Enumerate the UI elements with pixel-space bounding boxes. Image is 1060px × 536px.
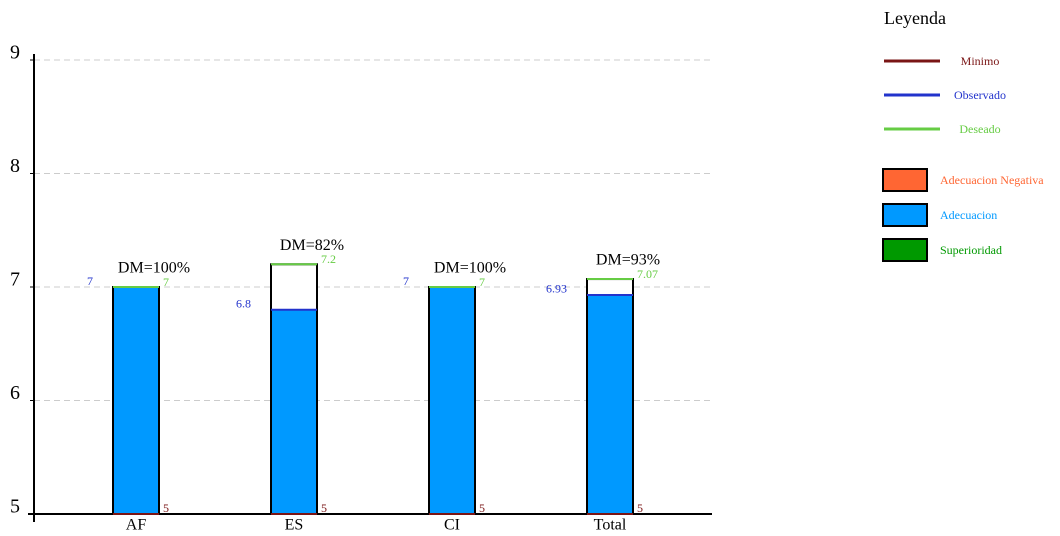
bar — [114, 287, 158, 514]
dm-label: DM=93% — [596, 252, 660, 269]
dm-label: DM=100% — [434, 260, 506, 277]
desired-label: 7.07 — [637, 267, 658, 281]
legend-label: Deseado — [959, 122, 1000, 136]
observed-label: 6.93 — [546, 282, 567, 296]
minimum-label: 5 — [163, 501, 169, 515]
desired-label: 7 — [479, 275, 485, 289]
y-tick-label: 9 — [10, 42, 20, 64]
y-tick-label: 7 — [10, 269, 20, 291]
observed-label: 6.8 — [236, 296, 251, 310]
x-tick-label: CI — [444, 517, 460, 534]
dm-label: DM=82% — [280, 237, 344, 254]
legend-label: Adecuacion — [940, 208, 997, 222]
dm-label: DM=100% — [118, 260, 190, 277]
y-tick-label: 8 — [10, 155, 20, 177]
legend-swatch — [882, 168, 928, 192]
legend-swatch — [882, 238, 928, 262]
y-tick-label: 6 — [10, 382, 20, 404]
desired-label: 7.2 — [321, 252, 336, 266]
minimum-label: 5 — [637, 501, 643, 515]
x-tick-label: ES — [285, 517, 304, 534]
observed-label: 7 — [87, 274, 93, 288]
desired-label: 7 — [163, 275, 169, 289]
minimum-label: 5 — [479, 501, 485, 515]
bar — [588, 294, 632, 514]
legend-label: Minimo — [961, 54, 1000, 68]
observed-label: 7 — [403, 274, 409, 288]
x-tick-label: Total — [594, 517, 627, 534]
minimum-label: 5 — [321, 501, 327, 515]
legend-label: Superioridad — [940, 243, 1002, 257]
x-tick-label: AF — [126, 517, 147, 534]
bar — [272, 309, 316, 514]
legend-title: Leyenda — [884, 8, 946, 28]
y-tick-label: 5 — [10, 496, 20, 518]
bar — [430, 287, 474, 514]
legend-swatch — [882, 203, 928, 227]
legend-label: Observado — [954, 88, 1006, 102]
legend-label: Adecuacion Negativa — [940, 173, 1044, 187]
